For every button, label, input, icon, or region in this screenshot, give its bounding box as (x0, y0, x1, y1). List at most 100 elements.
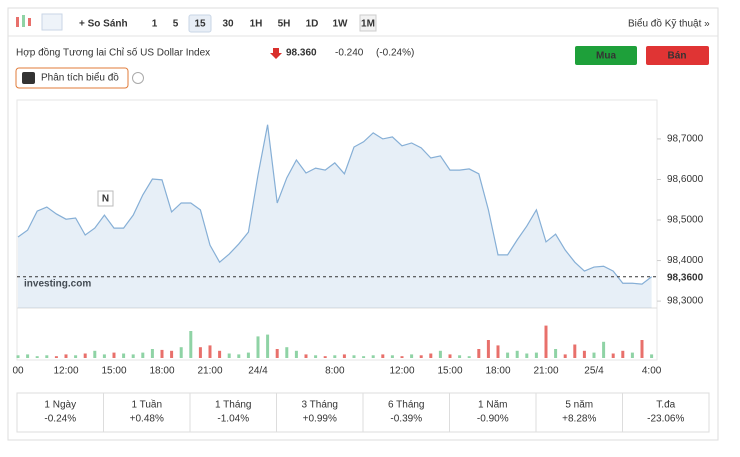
volume-bar (141, 352, 145, 358)
x-tick-label: 12:00 (389, 366, 414, 377)
volume-bar (400, 356, 404, 358)
volume-bar (554, 349, 558, 358)
interval-button[interactable]: 1W (333, 19, 349, 30)
volume-bar (362, 356, 366, 358)
volume-bar (352, 355, 356, 358)
period-change: -0.39% (390, 414, 422, 425)
change-pct: (-0.24%) (376, 48, 414, 59)
volume-bar (74, 355, 78, 358)
event-marker[interactable] (97, 190, 114, 207)
x-tick-label: 15:00 (437, 366, 462, 377)
buy-label[interactable]: Mua (596, 51, 616, 62)
buy-button[interactable] (575, 46, 637, 65)
volume-bar (218, 350, 222, 358)
price-line (17, 124, 652, 285)
volume-bar (189, 331, 193, 358)
interval-button[interactable]: 1M (361, 19, 375, 30)
price: 98.360 (286, 48, 317, 59)
period-change: -1.04% (217, 414, 249, 425)
interval-button[interactable]: 1 (152, 19, 158, 30)
ai-badge: AI (24, 73, 34, 84)
volume-bar (534, 352, 538, 358)
change: -0.240 (335, 48, 364, 59)
period-change: +0.48% (130, 414, 164, 425)
settings-icon[interactable] (359, 14, 377, 32)
volume-bar (333, 355, 337, 358)
volume-bar (515, 350, 519, 358)
x-tick-label: 15:00 (101, 366, 126, 377)
volume-bar (573, 344, 577, 358)
area-icon[interactable] (41, 13, 63, 31)
volume-bar (563, 354, 567, 358)
period-change: -0.90% (477, 414, 509, 425)
x-tick-label: 8:00 (325, 366, 345, 377)
volume-bar (93, 350, 97, 358)
analysis-label[interactable]: Phân tích biểu đồ (41, 72, 119, 84)
volume-bar (640, 340, 644, 358)
analysis-button[interactable] (15, 67, 129, 89)
x-tick-label: 18:00 (485, 366, 510, 377)
volume-bar (256, 336, 260, 358)
volume-bar (371, 355, 375, 358)
x-tick-label: 12:00 (53, 366, 78, 377)
volume-bar (477, 349, 481, 358)
x-tick-label: 4:00 (642, 366, 662, 377)
x-tick-label: 21:00 (533, 366, 558, 377)
volume-bar (122, 353, 126, 358)
period: 1 Tháng (215, 400, 252, 411)
interval-button[interactable]: 1D (306, 19, 319, 30)
plot-frame (16, 99, 658, 361)
info-icon[interactable] (132, 72, 144, 84)
volume-bar (390, 355, 394, 358)
period: 1 Tuần (131, 399, 162, 411)
y-tick-label: 98,7000 (667, 134, 704, 145)
volume-bar (266, 334, 270, 358)
event-marker-label[interactable]: N (102, 194, 109, 205)
volume-bar (314, 355, 318, 358)
volume-bar (150, 349, 154, 358)
interval-button[interactable]: 1H (250, 19, 263, 30)
volume-bar (179, 347, 183, 358)
x-tick-label: 18:00 (149, 366, 174, 377)
volume-bar (275, 349, 279, 358)
volume-bar (429, 353, 433, 358)
volume-bar (621, 350, 625, 358)
interval-button[interactable]: 5 (173, 19, 179, 30)
volume-bar (410, 354, 414, 358)
technical-link[interactable]: Biểu đồ Kỹ thuật » (628, 18, 710, 30)
volume-bar (525, 353, 529, 358)
compare-button[interactable]: + So Sánh (79, 19, 128, 30)
down-arrow (270, 48, 282, 59)
volume-bar (198, 347, 202, 358)
instrument-title: Hợp đồng Tương lai Chỉ số US Dollar Inde… (16, 47, 210, 59)
volume-bar (26, 354, 30, 358)
sell-label[interactable]: Bán (668, 51, 687, 62)
price-area (18, 124, 652, 308)
interval-button[interactable]: 15 (194, 19, 206, 30)
last-price-label: 98,3600 (667, 272, 704, 283)
period-change: +0.99% (303, 414, 337, 425)
interval-button[interactable]: 5H (278, 19, 291, 30)
volume-bar (602, 341, 606, 358)
volume-bar (208, 345, 212, 358)
sell-button[interactable] (646, 46, 709, 65)
volume-bar (650, 354, 654, 358)
volume-bar (64, 354, 68, 358)
volume-bar (102, 354, 106, 358)
volume-bar (227, 353, 231, 358)
period: 5 năm (565, 400, 593, 411)
volume-bar (246, 352, 250, 358)
volume-bar (285, 347, 289, 358)
x-tick-label: 24/4 (248, 366, 268, 377)
volume-bar (467, 356, 471, 358)
candle-icon[interactable] (16, 15, 31, 27)
volume-bar (544, 325, 548, 358)
volume-bar (611, 353, 615, 358)
period-change: -0.24% (44, 414, 76, 425)
x-tick-label: 25/4 (584, 366, 604, 377)
volume-bar (323, 356, 327, 358)
volume-bar (419, 355, 423, 358)
interval-button[interactable]: 30 (222, 19, 234, 30)
period-change: -23.06% (647, 414, 684, 425)
